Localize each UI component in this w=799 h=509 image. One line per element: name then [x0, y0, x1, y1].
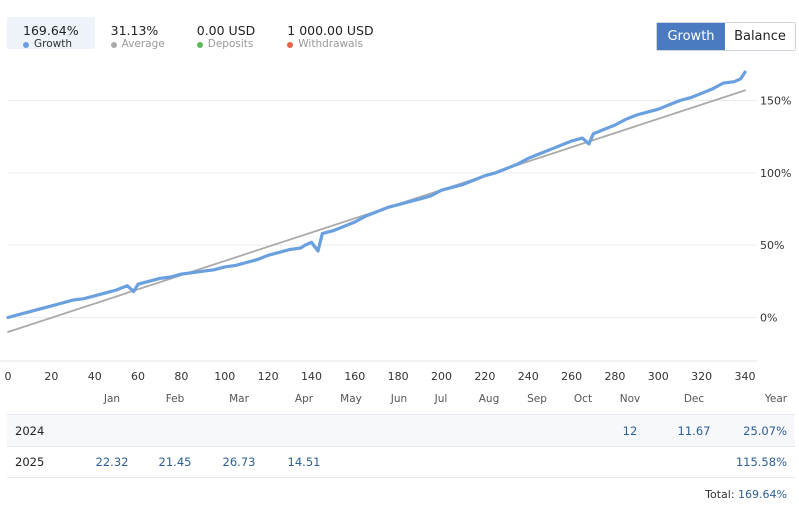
month-header: Dec [683, 393, 705, 405]
month-header: Apr [294, 393, 314, 405]
x-tick-label: 200 [431, 370, 452, 383]
deposits-dot-icon [196, 41, 203, 48]
row-year-total: 25.07% [743, 424, 787, 438]
month-header: Jun [390, 393, 408, 405]
average-dot-icon [110, 41, 117, 48]
month-value-cell: 12 [622, 424, 638, 438]
total-summary: Total: 169.64% [705, 488, 787, 501]
x-tick-label: 220 [474, 370, 495, 383]
x-tick-label: 320 [691, 370, 712, 383]
chart-mode-toggle: Growth Balance [656, 22, 796, 51]
month-header: Jan [103, 393, 121, 405]
x-tick-label: 100 [214, 370, 235, 383]
growth-chart: 0% 50% 100% 150% 0 20 40 60 80 100 120 140 160 180 200… [0, 70, 791, 383]
month-header: Oct [573, 393, 593, 405]
month-header: May [340, 393, 362, 405]
growth-line [6, 70, 747, 320]
stat-deposits-value: 0.00 USD [196, 23, 256, 38]
month-value-cell: 21.45 [158, 455, 192, 469]
table-row: 2025 115.58% 22.32 21.45 26.73 14.51 [7, 446, 795, 477]
month-header: Nov [619, 393, 641, 405]
total-value: 169.64% [738, 488, 787, 501]
year-header: Year [764, 393, 788, 405]
x-tick-label: 140 [301, 370, 322, 383]
month-value-cell: 11.67 [677, 424, 711, 438]
x-tick-label: 240 [518, 370, 539, 383]
growth-button[interactable]: Growth [657, 23, 725, 50]
y-tick-label: 100% [760, 167, 791, 180]
x-tick-label: 340 [735, 370, 756, 383]
x-tick-label: 180 [388, 370, 409, 383]
x-tick-label: 280 [604, 370, 625, 383]
row-year: 2024 [15, 424, 45, 438]
divider [7, 414, 795, 415]
withdrawals-dot-icon [287, 41, 294, 48]
x-tick-label: 20 [44, 370, 58, 383]
x-tick-label: 160 [344, 370, 365, 383]
stat-withdrawals-label: Withdrawals [298, 38, 363, 50]
stat-growth-value: 169.64% [23, 23, 79, 38]
x-tick-label: 80 [174, 370, 188, 383]
stat-average-value: 31.13% [110, 23, 159, 38]
month-header: Jul [434, 393, 448, 405]
y-tick-label: 50% [760, 239, 784, 252]
x-tick-label: 120 [258, 370, 279, 383]
month-value-cell: 22.32 [95, 455, 129, 469]
row-year-total: 115.58% [735, 455, 787, 469]
stats-bar: 169.64% Growth 31.13% Average 0.00 USD D… [7, 17, 390, 50]
month-header: Mar [229, 393, 249, 405]
y-tick-label: 150% [760, 95, 791, 108]
stat-growth[interactable]: 169.64% Growth [7, 17, 95, 50]
month-header: Feb [165, 393, 185, 405]
stat-deposits-label: Deposits [207, 38, 254, 50]
x-tick-label: 260 [561, 370, 582, 383]
stat-deposits[interactable]: 0.00 USD Deposits [181, 17, 272, 50]
x-tick-label: 0 [5, 370, 12, 383]
stat-withdrawals[interactable]: 1 000.00 USD Withdrawals [271, 17, 389, 50]
balance-button[interactable]: Balance [725, 23, 795, 50]
x-tick-label: 40 [88, 370, 102, 383]
divider [7, 446, 795, 447]
row-year: 2025 [15, 455, 45, 469]
divider [7, 477, 795, 478]
month-value-cell: 26.73 [222, 455, 256, 469]
stat-average-label: Average [121, 38, 165, 50]
month-header-row: Jan Feb Mar Apr May Jun Jul Aug Sep Oct Nov Dec Year [0, 393, 799, 407]
x-tick-label: 300 [648, 370, 669, 383]
stat-growth-label: Growth [34, 38, 73, 50]
total-label: Total: [705, 488, 735, 501]
stat-average[interactable]: 31.13% Average [95, 17, 181, 50]
growth-dot-icon [23, 41, 29, 48]
x-tick-label: 60 [131, 370, 145, 383]
y-tick-label: 0% [760, 311, 777, 324]
table-row: 2024 25.07% 12 11.67 [7, 415, 795, 446]
month-header: Aug [478, 393, 500, 405]
stat-withdrawals-value: 1 000.00 USD [287, 23, 374, 38]
month-header: Sep [527, 393, 547, 405]
month-value-cell: 14.51 [287, 455, 321, 469]
